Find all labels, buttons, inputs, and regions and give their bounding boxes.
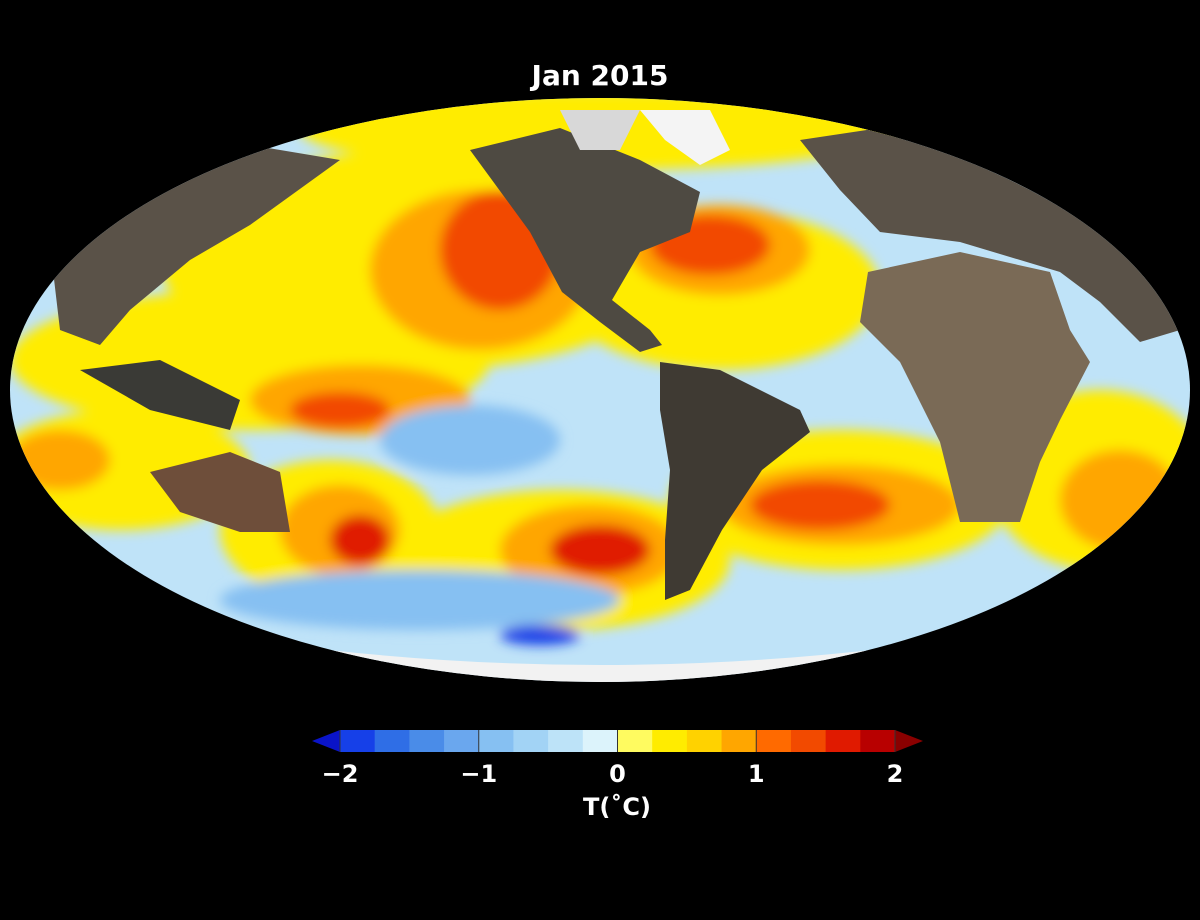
arctic-ice	[560, 110, 640, 150]
colorbar-tick-label: 1	[748, 760, 765, 788]
colorbar-segment	[825, 730, 861, 752]
colorbar-segment	[478, 730, 514, 752]
colorbar-segment	[444, 730, 480, 752]
colorbar: −2 −1 0 1 2	[312, 730, 923, 788]
greenland	[640, 110, 730, 165]
colorbar-segment	[513, 730, 549, 752]
north-america	[470, 128, 700, 352]
colorbar-label: T(˚C)	[583, 793, 651, 821]
colorbar-segment	[340, 730, 376, 752]
colorbar-segment	[756, 730, 792, 752]
map	[10, 98, 1190, 682]
colorbar-segment	[790, 730, 827, 752]
south-america	[660, 362, 810, 600]
colorbar-segment	[860, 730, 896, 752]
colorbar-tick-label: 2	[887, 760, 904, 788]
colorbar-tick-label: 0	[609, 760, 626, 788]
colorbar-segment	[686, 730, 723, 752]
eurasia	[800, 128, 1180, 342]
colorbar-over-arrow	[895, 730, 923, 752]
africa	[860, 252, 1090, 522]
colorbar-segment	[617, 730, 653, 752]
australia	[150, 452, 290, 532]
colorbar-segment	[374, 730, 410, 752]
colorbar-segment	[582, 730, 618, 752]
colorbar-segment	[548, 730, 584, 752]
colorbar-tick-label: −1	[460, 760, 497, 788]
colorbar-segment	[721, 730, 757, 752]
colorbar-tick-label: −2	[322, 760, 359, 788]
maritime-continent	[80, 360, 240, 430]
colorbar-segment	[409, 730, 445, 752]
antarctica	[250, 640, 950, 682]
colorbar-segment	[652, 730, 688, 752]
colorbar-under-arrow	[312, 730, 340, 752]
map-title: Jan 2015	[530, 59, 669, 92]
